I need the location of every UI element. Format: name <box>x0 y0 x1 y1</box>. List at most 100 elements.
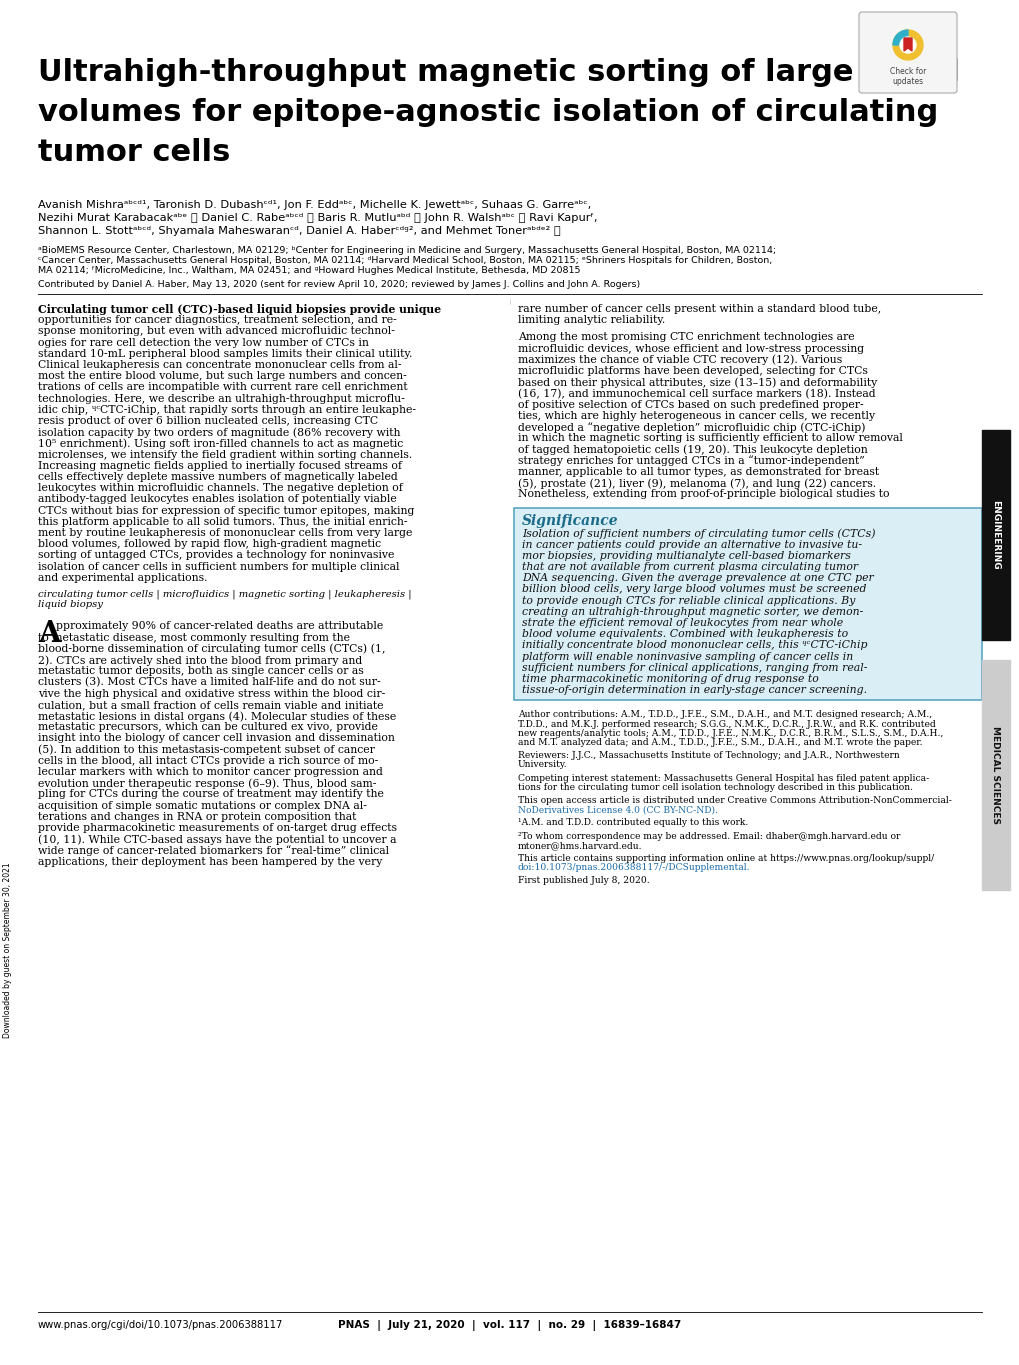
Text: doi:10.1073/pnas.2006388117/-/DCSupplemental.: doi:10.1073/pnas.2006388117/-/DCSuppleme… <box>518 863 750 872</box>
Text: blood volumes, followed by rapid flow, high-gradient magnetic: blood volumes, followed by rapid flow, h… <box>38 539 381 549</box>
Text: initially concentrate blood mononuclear cells, this ᶣᶜCTC-iChip: initially concentrate blood mononuclear … <box>522 640 866 650</box>
FancyBboxPatch shape <box>858 12 956 93</box>
Circle shape <box>899 37 915 53</box>
Text: opportunities for cancer diagnostics, treatment selection, and re-: opportunities for cancer diagnostics, tr… <box>38 315 396 325</box>
Text: ¹A.M. and T.D.D. contributed equally to this work.: ¹A.M. and T.D.D. contributed equally to … <box>518 819 748 827</box>
Text: tions for the circulating tumor cell isolation technology described in this publ: tions for the circulating tumor cell iso… <box>518 782 912 792</box>
Text: tissue-of-origin determination in early-stage cancer screening.: tissue-of-origin determination in early-… <box>522 685 866 695</box>
Text: blood volume equivalents. Combined with leukapheresis to: blood volume equivalents. Combined with … <box>522 629 847 639</box>
Text: metastatic precursors, which can be cultured ex vivo, provide: metastatic precursors, which can be cult… <box>38 722 377 732</box>
Text: Check for
updates: Check for updates <box>889 67 925 86</box>
Text: acquisition of simple somatic mutations or complex DNA al-: acquisition of simple somatic mutations … <box>38 801 367 811</box>
Text: ogies for rare cell detection the very low number of CTCs in: ogies for rare cell detection the very l… <box>38 337 369 348</box>
Text: provide pharmacokinetic measurements of on-target drug effects: provide pharmacokinetic measurements of … <box>38 823 396 833</box>
Text: new reagents/analytic tools; A.M., T.D.D., J.F.E., N.M.K., D.C.R., B.R.M., S.L.S: new reagents/analytic tools; A.M., T.D.D… <box>518 729 943 738</box>
Text: evolution under therapeutic response (6–9). Thus, blood sam-: evolution under therapeutic response (6–… <box>38 778 376 789</box>
Text: Circulating tumor cell (CTC)-based liquid biopsies provide unique: Circulating tumor cell (CTC)-based liqui… <box>38 304 440 315</box>
Text: clusters (3). Most CTCs have a limited half-life and do not sur-: clusters (3). Most CTCs have a limited h… <box>38 677 380 688</box>
Text: isolation of cancer cells in sufficient numbers for multiple clinical: isolation of cancer cells in sufficient … <box>38 561 399 572</box>
Text: Increasing magnetic fields applied to inertially focused streams of: Increasing magnetic fields applied to in… <box>38 461 401 471</box>
Text: wide range of cancer-related biomarkers for “real-time” clinical: wide range of cancer-related biomarkers … <box>38 845 388 856</box>
Text: developed a “negative depletion” microfluidic chip (CTC-iChip): developed a “negative depletion” microfl… <box>518 422 865 433</box>
Text: mtoner@hms.harvard.edu.: mtoner@hms.harvard.edu. <box>518 841 642 850</box>
Text: in cancer patients could provide an alternative to invasive tu-: in cancer patients could provide an alte… <box>522 539 861 550</box>
Text: Significance: Significance <box>522 515 618 528</box>
Text: limiting analytic reliability.: limiting analytic reliability. <box>518 315 664 325</box>
Text: circulating tumor cells | microfluidics | magnetic sorting | leukapheresis |: circulating tumor cells | microfluidics … <box>38 590 412 598</box>
Text: based on their physical attributes, size (13–15) and deformability: based on their physical attributes, size… <box>518 377 876 388</box>
Text: trations of cells are incompatible with current rare cell enrichment: trations of cells are incompatible with … <box>38 382 408 392</box>
Text: pproximately 90% of cancer-related deaths are attributable: pproximately 90% of cancer-related death… <box>56 621 383 632</box>
Text: platform will enable noninvasive sampling of cancer cells in: platform will enable noninvasive samplin… <box>522 651 853 662</box>
Text: Shannon L. Stottᵃᵇᶜᵈ, Shyamala Maheswaranᶜᵈ, Daniel A. Haberᶜᵈᵍ², and Mehmet Ton: Shannon L. Stottᵃᵇᶜᵈ, Shyamala Maheswara… <box>38 227 560 236</box>
Text: tumor cells: tumor cells <box>38 138 230 167</box>
Text: of tagged hematopoietic cells (19, 20). This leukocyte depletion: of tagged hematopoietic cells (19, 20). … <box>518 445 867 455</box>
Text: antibody-tagged leukocytes enables isolation of potentially viable: antibody-tagged leukocytes enables isola… <box>38 494 396 505</box>
Text: 2). CTCs are actively shed into the blood from primary and: 2). CTCs are actively shed into the bloo… <box>38 655 362 666</box>
Text: sufficient numbers for clinical applications, ranging from real-: sufficient numbers for clinical applicat… <box>522 663 866 673</box>
Text: www.pnas.org/cgi/doi/10.1073/pnas.2006388117: www.pnas.org/cgi/doi/10.1073/pnas.200638… <box>38 1320 283 1330</box>
Text: blood-borne dissemination of circulating tumor cells (CTCs) (1,: blood-borne dissemination of circulating… <box>38 644 385 654</box>
Polygon shape <box>903 38 911 51</box>
Text: ties, which are highly heterogeneous in cancer cells, we recently: ties, which are highly heterogeneous in … <box>518 411 874 420</box>
Text: metastatic tumor deposits, both as single cancer cells or as: metastatic tumor deposits, both as singl… <box>38 666 364 676</box>
Text: billion blood cells, very large blood volumes must be screened: billion blood cells, very large blood vo… <box>522 584 866 594</box>
FancyBboxPatch shape <box>514 508 981 700</box>
Text: ²To whom correspondence may be addressed. Email: dhaber@mgh.harvard.edu or: ²To whom correspondence may be addressed… <box>518 831 900 841</box>
Text: Avanish Mishraᵃᵇᶜᵈ¹, Taronish D. Dubashᶜᵈ¹, Jon F. Eddᵃᵇᶜ, Michelle K. Jewettᵃᵇᶜ: Avanish Mishraᵃᵇᶜᵈ¹, Taronish D. Dubashᶜ… <box>38 201 591 210</box>
Text: and experimental applications.: and experimental applications. <box>38 573 207 583</box>
Wedge shape <box>892 30 907 45</box>
Text: idic chip, ᶣᶜCTC-iChip, that rapidly sorts through an entire leukaphe-: idic chip, ᶣᶜCTC-iChip, that rapidly sor… <box>38 405 416 415</box>
Text: Ultrahigh-throughput magnetic sorting of large blood: Ultrahigh-throughput magnetic sorting of… <box>38 57 959 87</box>
Text: Nezihi Murat Karabacakᵃᵇᵉ 🟢 Daniel C. Rabeᵃᵇᶜᵈ 🟢 Baris R. Mutluᵃᵇᵈ 🟢 John R. Wal: Nezihi Murat Karabacakᵃᵇᵉ 🟢 Daniel C. Ra… <box>38 213 597 222</box>
Text: (5), prostate (21), liver (9), melanoma (7), and lung (22) cancers.: (5), prostate (21), liver (9), melanoma … <box>518 478 875 489</box>
Text: technologies. Here, we describe an ultrahigh-throughput microflu-: technologies. Here, we describe an ultra… <box>38 393 405 404</box>
Text: sponse monitoring, but even with advanced microfluidic technol-: sponse monitoring, but even with advance… <box>38 326 394 336</box>
Bar <box>981 430 1009 640</box>
Text: manner, applicable to all tumor types, as demonstrated for breast: manner, applicable to all tumor types, a… <box>518 467 878 476</box>
Text: microfluidic platforms have been developed, selecting for CTCs: microfluidic platforms have been develop… <box>518 366 867 375</box>
Text: lecular markers with which to monitor cancer progression and: lecular markers with which to monitor ca… <box>38 767 382 777</box>
Text: terations and changes in RNA or protein composition that: terations and changes in RNA or protein … <box>38 812 356 822</box>
Text: Downloaded by guest on September 30, 2021: Downloaded by guest on September 30, 202… <box>3 863 12 1037</box>
Text: T.D.D., and M.K.J. performed research; S.G.G., N.M.K., D.C.R., J.R.W., and R.K. : T.D.D., and M.K.J. performed research; S… <box>518 719 934 729</box>
Text: mor biopsies, providing multianalyte cell-based biomarkers: mor biopsies, providing multianalyte cel… <box>522 551 850 561</box>
Text: standard 10-mL peripheral blood samples limits their clinical utility.: standard 10-mL peripheral blood samples … <box>38 349 412 359</box>
Text: ment by routine leukapheresis of mononuclear cells from very large: ment by routine leukapheresis of mononuc… <box>38 528 412 538</box>
Text: strate the efficient removal of leukocytes from near whole: strate the efficient removal of leukocyt… <box>522 618 843 628</box>
Text: Isolation of sufficient numbers of circulating tumor cells (CTCs): Isolation of sufficient numbers of circu… <box>522 528 874 539</box>
Text: Author contributions: A.M., T.D.D., J.F.E., S.M., D.A.H., and M.T. designed rese: Author contributions: A.M., T.D.D., J.F.… <box>518 710 931 719</box>
Text: DNA sequencing. Given the average prevalence at one CTC per: DNA sequencing. Given the average preval… <box>522 573 873 583</box>
Text: metastatic lesions in distal organs (4). Molecular studies of these: metastatic lesions in distal organs (4).… <box>38 711 395 722</box>
Text: ᵃBioMEMS Resource Center, Charlestown, MA 02129; ᵇCenter for Engineering in Medi: ᵃBioMEMS Resource Center, Charlestown, M… <box>38 246 775 255</box>
Text: volumes for epitope-agnostic isolation of circulating: volumes for epitope-agnostic isolation o… <box>38 98 937 127</box>
Text: 10⁵ enrichment). Using soft iron-filled channels to act as magnetic: 10⁵ enrichment). Using soft iron-filled … <box>38 438 403 449</box>
Text: pling for CTCs during the course of treatment may identify the: pling for CTCs during the course of trea… <box>38 789 383 800</box>
Text: cells effectively deplete massive numbers of magnetically labeled: cells effectively deplete massive number… <box>38 472 397 482</box>
Text: This open access article is distributed under Creative Commons Attribution-NonCo: This open access article is distributed … <box>518 796 951 805</box>
Text: Among the most promising CTC enrichment technologies are: Among the most promising CTC enrichment … <box>518 333 854 343</box>
Text: ᶜCancer Center, Massachusetts General Hospital, Boston, MA 02114; ᵈHarvard Medic: ᶜCancer Center, Massachusetts General Ho… <box>38 257 771 265</box>
Text: (5). In addition to this metastasis-competent subset of cancer: (5). In addition to this metastasis-comp… <box>38 744 375 755</box>
Text: Reviewers: J.J.C., Massachusetts Institute of Technology; and J.A.R., Northweste: Reviewers: J.J.C., Massachusetts Institu… <box>518 751 899 760</box>
Text: ENGINEERING: ENGINEERING <box>990 500 1000 569</box>
Text: (10, 11). While CTC-based assays have the potential to uncover a: (10, 11). While CTC-based assays have th… <box>38 834 396 845</box>
Text: creating an ultrahigh-throughput magnetic sorter, we demon-: creating an ultrahigh-throughput magneti… <box>522 607 862 617</box>
Text: time pharmacokinetic monitoring of drug response to: time pharmacokinetic monitoring of drug … <box>522 674 818 684</box>
Text: most the entire blood volume, but such large numbers and concen-: most the entire blood volume, but such l… <box>38 371 407 381</box>
Text: First published July 8, 2020.: First published July 8, 2020. <box>518 876 649 886</box>
Text: resis product of over 6 billion nucleated cells, increasing CTC: resis product of over 6 billion nucleate… <box>38 416 378 426</box>
Text: cells in the blood, all intact CTCs provide a rich source of mo-: cells in the blood, all intact CTCs prov… <box>38 756 378 766</box>
Text: strategy enriches for untagged CTCs in a “tumor-independent”: strategy enriches for untagged CTCs in a… <box>518 456 864 467</box>
Text: Competing interest statement: Massachusetts General Hospital has filed patent ap: Competing interest statement: Massachuse… <box>518 774 928 782</box>
Text: Contributed by Daniel A. Haber, May 13, 2020 (sent for review April 10, 2020; re: Contributed by Daniel A. Haber, May 13, … <box>38 280 640 289</box>
Text: vive the high physical and oxidative stress within the blood cir-: vive the high physical and oxidative str… <box>38 688 385 699</box>
Text: to metastatic disease, most commonly resulting from the: to metastatic disease, most commonly res… <box>38 632 350 643</box>
Text: insight into the biology of cancer cell invasion and dissemination: insight into the biology of cancer cell … <box>38 733 394 744</box>
Bar <box>981 661 1009 890</box>
Text: This article contains supporting information online at https://www.pnas.org/look: This article contains supporting informa… <box>518 854 933 863</box>
Text: applications, their deployment has been hampered by the very: applications, their deployment has been … <box>38 857 382 867</box>
Text: CTCs without bias for expression of specific tumor epitopes, making: CTCs without bias for expression of spec… <box>38 505 414 516</box>
Text: rare number of cancer cells present within a standard blood tube,: rare number of cancer cells present with… <box>518 304 880 314</box>
Text: microfluidic devices, whose efficient and low-stress processing: microfluidic devices, whose efficient an… <box>518 344 863 354</box>
